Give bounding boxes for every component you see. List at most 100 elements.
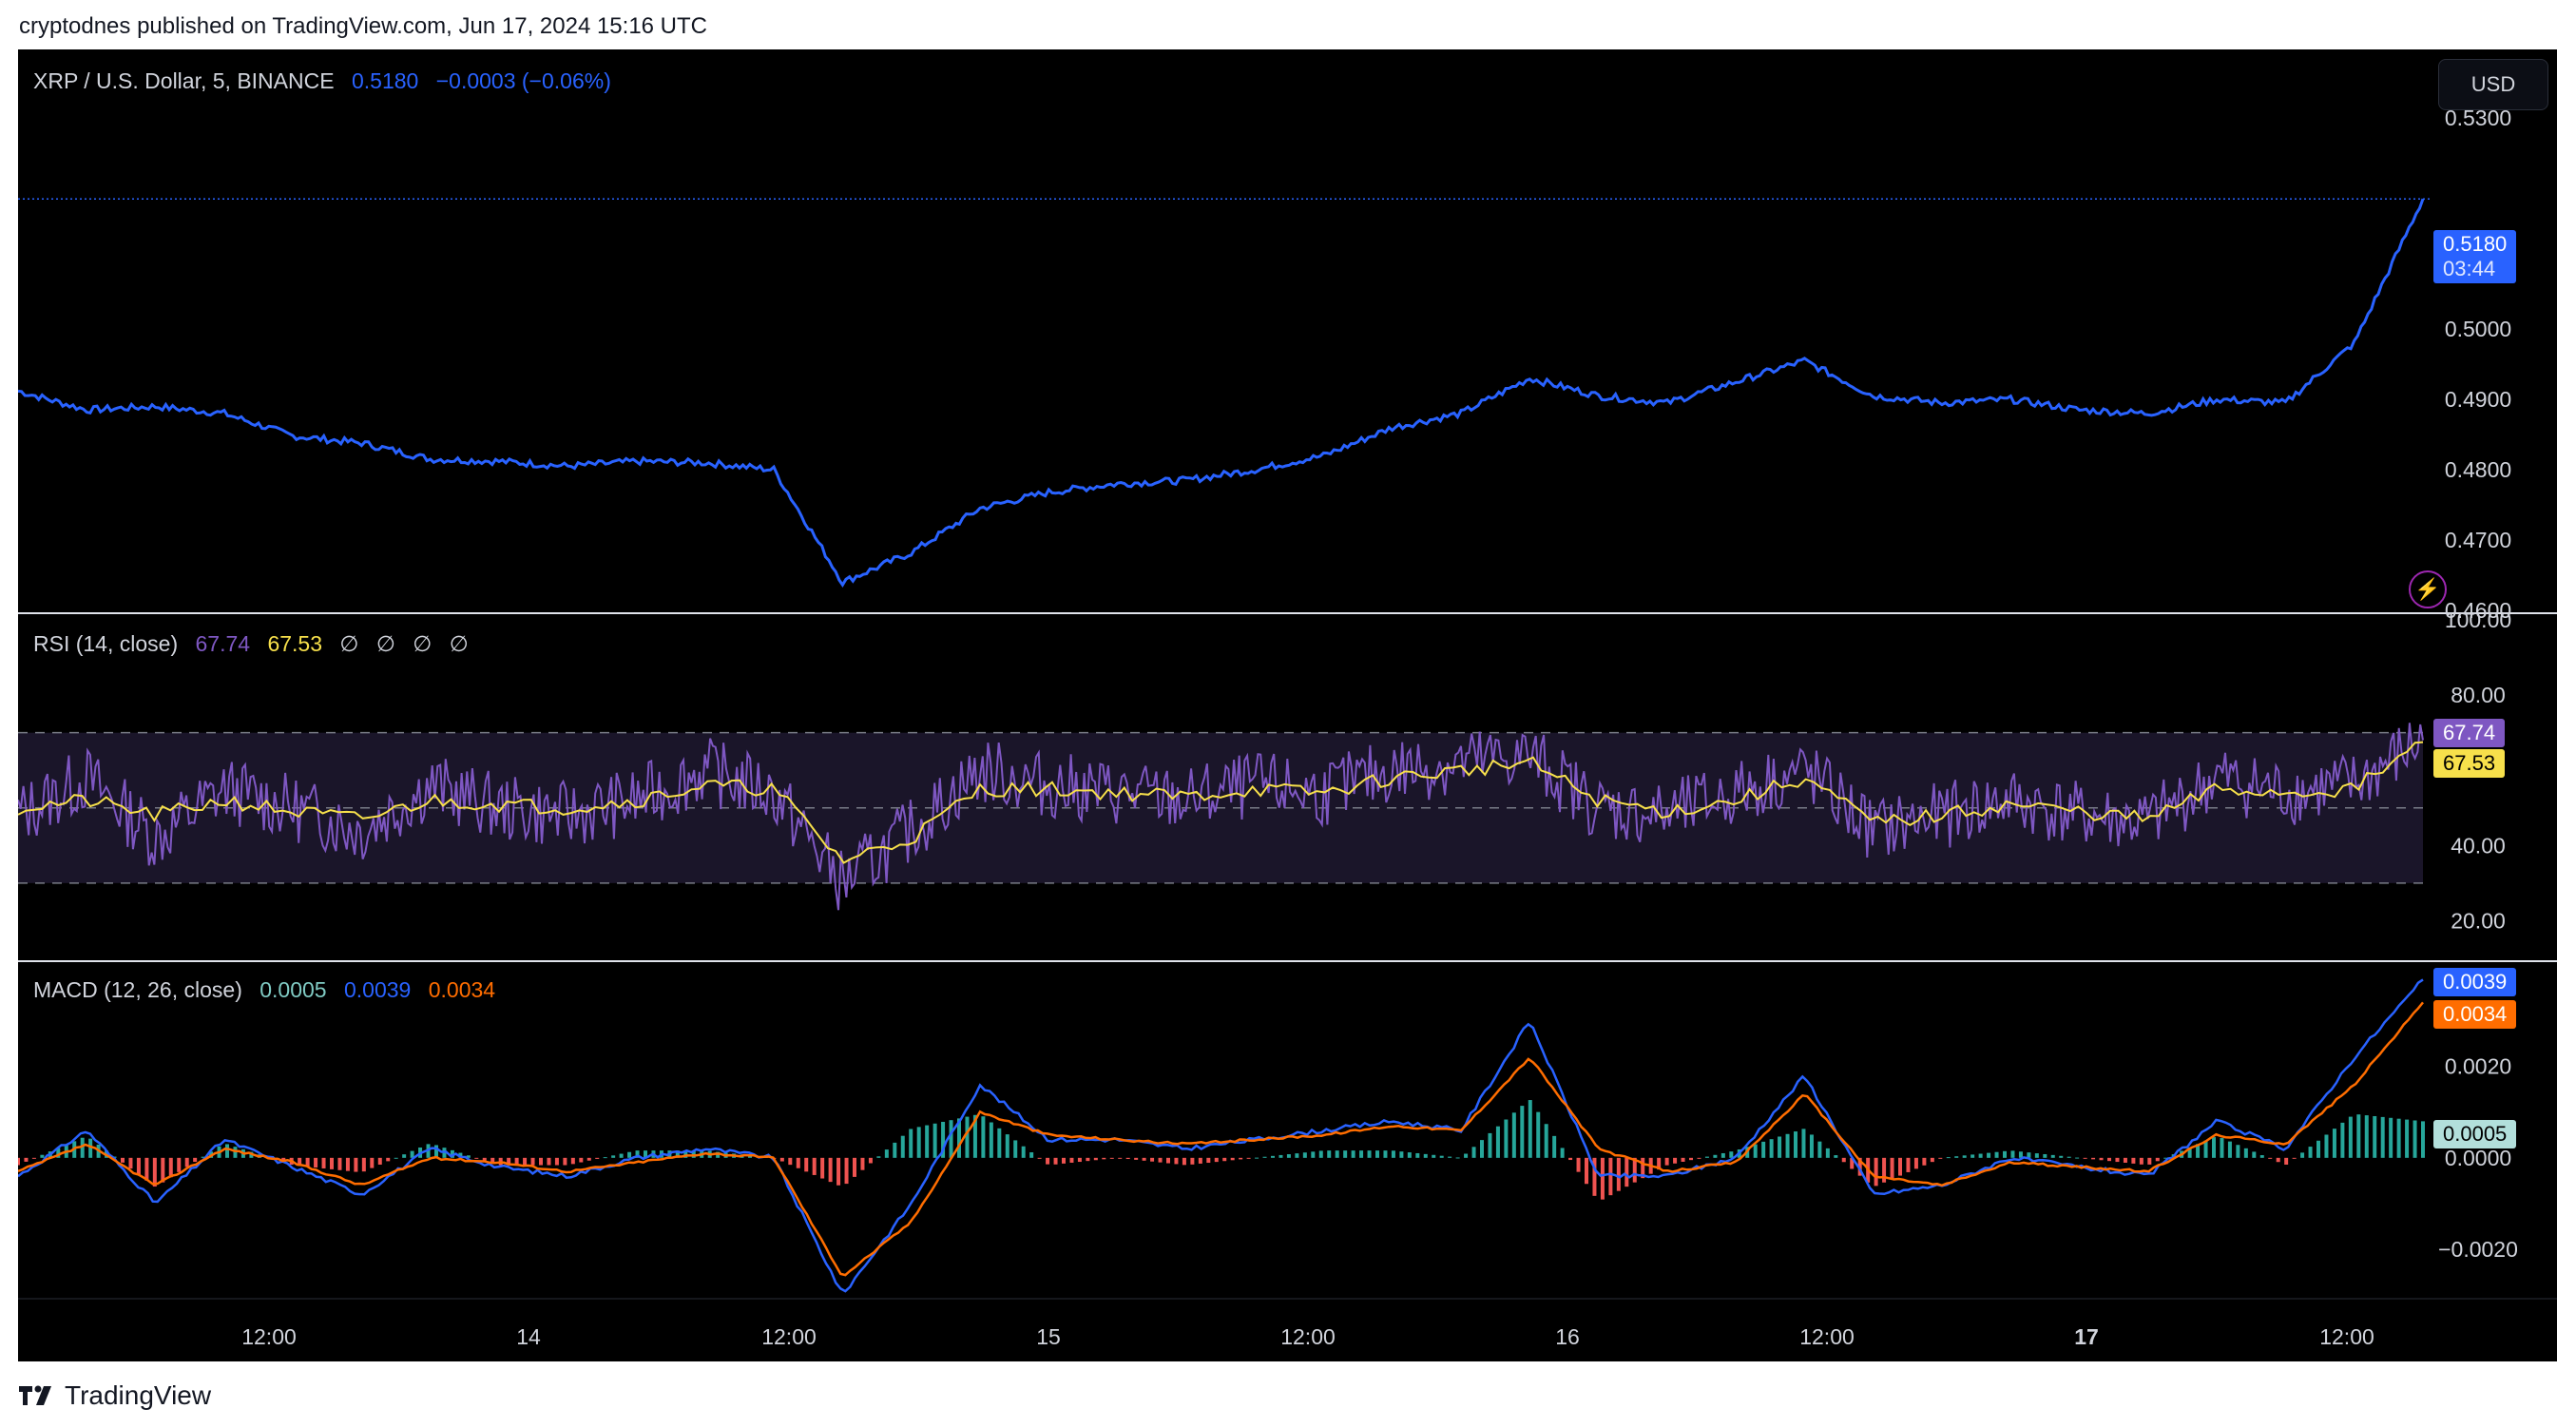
macd-histogram-bar	[989, 1122, 993, 1158]
macd-histogram-bar	[554, 1157, 559, 1166]
tradingview-logo-icon	[19, 1385, 51, 1405]
macd-histogram-bar	[804, 1157, 809, 1172]
macd-histogram-bar	[2091, 1157, 2096, 1160]
macd-histogram-bar	[2284, 1157, 2289, 1165]
macd-histogram-bar	[2332, 1129, 2336, 1158]
macd-histogram-bar	[900, 1135, 905, 1158]
macd-histogram-bar	[377, 1157, 382, 1165]
macd-histogram-bar	[1946, 1157, 1951, 1159]
macd-histogram-bar	[2059, 1155, 2064, 1158]
macd-histogram-bar	[1255, 1157, 1259, 1159]
macd-histogram-bar	[1850, 1157, 1855, 1169]
macd-histogram-bar	[1922, 1157, 1927, 1166]
macd-histogram-bar	[1125, 1157, 1130, 1160]
macd-histogram-bar	[1311, 1151, 1316, 1158]
macd-histogram-bar	[2147, 1157, 2152, 1165]
macd-histogram-bar	[812, 1157, 817, 1175]
currency-button[interactable]: USD	[2438, 59, 2548, 110]
macd-y-tick: −0.0020	[2438, 1237, 2518, 1262]
macd-histogram-bar	[1753, 1144, 1758, 1158]
macd-histogram-bar	[2220, 1138, 2224, 1158]
macd-histogram-bar	[1488, 1132, 1492, 1158]
macd-histogram-bar	[909, 1129, 913, 1158]
macd-histogram-bar	[1585, 1157, 1588, 1185]
macd-histogram-bar	[796, 1157, 800, 1168]
price-y-tick: 0.5000	[2445, 317, 2511, 341]
macd-histogram-bar	[2212, 1137, 2216, 1158]
rsi-title[interactable]: RSI (14, close)	[33, 631, 179, 656]
macd-histogram-bar	[2308, 1147, 2313, 1158]
macd-histogram-bar	[828, 1157, 833, 1183]
chart-area[interactable]: 0.53000.51000.50000.49000.48000.47000.46…	[18, 49, 2557, 1361]
macd-histogram-bar	[1118, 1157, 1123, 1159]
macd-histogram-bar	[579, 1157, 584, 1163]
macd-histogram-bar	[1190, 1157, 1195, 1165]
macd-histogram-bar	[40, 1154, 45, 1158]
macd-histogram-bar	[1906, 1157, 1911, 1172]
macd-histogram-bar	[2227, 1141, 2232, 1158]
x-axis-tick: 12:00	[1799, 1324, 1855, 1349]
macd-histogram-bar	[2155, 1157, 2160, 1162]
macd-histogram-bar	[1278, 1154, 1283, 1158]
macd-histogram-bar	[1664, 1157, 1669, 1166]
macd-histogram-bar	[2259, 1155, 2264, 1158]
macd-histogram-bar	[2292, 1157, 2297, 1159]
macd-histogram-bar	[2413, 1120, 2417, 1158]
macd-histogram-bar	[1785, 1133, 1790, 1158]
macd-histogram-bar	[1046, 1157, 1050, 1165]
macd-histogram-bar	[1704, 1156, 1709, 1158]
macd-histogram-bar	[1809, 1134, 1814, 1158]
macd-histogram-bar	[233, 1147, 238, 1158]
macd-histogram-bar	[949, 1120, 953, 1158]
chart-svg[interactable]: 0.53000.51000.50000.49000.48000.47000.46…	[18, 49, 2557, 1361]
x-axis-tick: 17	[2074, 1324, 2099, 1349]
macd-title[interactable]: MACD (12, 26, close)	[33, 977, 242, 1002]
macd-histogram-bar	[1994, 1151, 1999, 1158]
macd-histogram-bar	[507, 1157, 511, 1166]
macd-histogram-bar	[321, 1157, 326, 1168]
macd-histogram-bar	[1166, 1157, 1170, 1164]
macd-histogram-bar	[482, 1157, 487, 1161]
macd-histogram-bar	[1624, 1157, 1629, 1187]
macd-histogram-bar	[1399, 1151, 1404, 1158]
macd-histogram-bar	[1544, 1124, 1548, 1158]
macd-histogram-bar	[1359, 1150, 1364, 1158]
macd-histogram-bar	[2003, 1150, 2007, 1158]
signal-line	[18, 1001, 2424, 1277]
price-tag-value: 0.5180	[2443, 232, 2508, 256]
macd-histogram-bar	[1761, 1141, 1766, 1158]
macd-histogram-bar	[972, 1114, 977, 1158]
macd-histogram-bar	[876, 1156, 881, 1158]
macd-histogram-bar	[868, 1157, 873, 1164]
macd-histogram-bar	[2123, 1157, 2127, 1163]
macd-histogram-bar	[514, 1157, 519, 1166]
macd-histogram-bar	[1834, 1155, 1838, 1158]
macd-histogram-bar	[80, 1137, 85, 1158]
price-legend: XRP / U.S. Dollar, 5, BINANCE 0.5180 −0.…	[33, 68, 623, 94]
footer-brand[interactable]: TradingView	[19, 1380, 211, 1411]
macd-histogram-bar	[788, 1157, 793, 1166]
symbol-title[interactable]: XRP / U.S. Dollar, 5, BINANCE	[33, 68, 335, 93]
macd-histogram-bar	[1857, 1157, 1862, 1176]
macd-histogram-bar	[1150, 1157, 1155, 1162]
macd-histogram-bar	[2043, 1153, 2047, 1158]
countdown-value: 03:44	[2443, 257, 2496, 280]
macd-histogram-bar	[1480, 1140, 1484, 1158]
macd-histogram-bar	[1158, 1157, 1163, 1163]
macd-histogram-bar	[586, 1157, 591, 1161]
rsi-value: 67.74	[195, 631, 251, 656]
macd-histogram-bar	[121, 1157, 125, 1163]
price-last: 0.5180	[351, 68, 419, 93]
macd-histogram-bar	[2300, 1152, 2305, 1158]
macd-histogram-bar	[1721, 1152, 1725, 1158]
macd-histogram-bar	[1978, 1153, 1983, 1158]
na-mark: ∅	[413, 631, 433, 656]
publisher-line: cryptodnes published on TradingView.com,…	[19, 13, 708, 39]
rsi-ma-value: 67.53	[267, 631, 323, 656]
macd-histogram-bar	[1262, 1156, 1267, 1158]
x-axis-tick: 14	[516, 1324, 541, 1349]
rsi-y-tick: 80.00	[2451, 683, 2506, 707]
macd-histogram-bar	[2340, 1122, 2345, 1158]
macd-histogram-bar	[2115, 1157, 2120, 1163]
lightning-icon[interactable]: ⚡	[2409, 570, 2447, 608]
